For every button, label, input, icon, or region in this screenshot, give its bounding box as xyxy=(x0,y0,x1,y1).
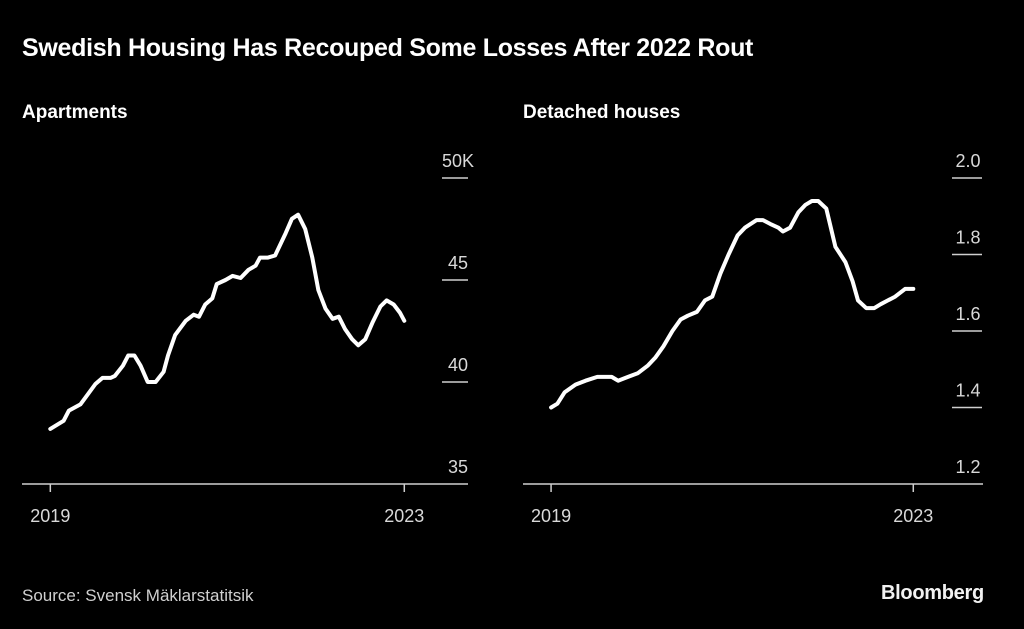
panel-title-detached-houses: Detached houses xyxy=(523,102,681,123)
x-tick-label: 2019 xyxy=(531,506,571,526)
y-tick-label: 35 xyxy=(448,457,468,477)
x-tick-label: 2023 xyxy=(384,506,424,526)
bloomberg-logo: Bloomberg xyxy=(881,582,984,604)
y-tick-label: 1.8 xyxy=(955,228,980,248)
y-tick-label: 2.0 xyxy=(955,151,980,171)
x-tick-label: 2023 xyxy=(893,506,933,526)
series-line xyxy=(48,212,407,431)
y-tick-label: 1.6 xyxy=(955,304,980,324)
chart-title: Swedish Housing Has Recouped Some Losses… xyxy=(22,34,754,62)
series-line xyxy=(549,199,916,410)
y-tick-label: 1.4 xyxy=(955,381,980,401)
panel-title-apartments: Apartments xyxy=(22,102,128,123)
y-tick-label: 40 xyxy=(448,355,468,375)
y-tick-label: 50K xyxy=(442,151,474,171)
y-tick-label: 1.2 xyxy=(955,457,980,477)
x-tick-label: 2019 xyxy=(30,506,70,526)
y-tick-label: 45 xyxy=(448,253,468,273)
source-note: Source: Svensk Mäklarstatitsik xyxy=(22,586,254,605)
